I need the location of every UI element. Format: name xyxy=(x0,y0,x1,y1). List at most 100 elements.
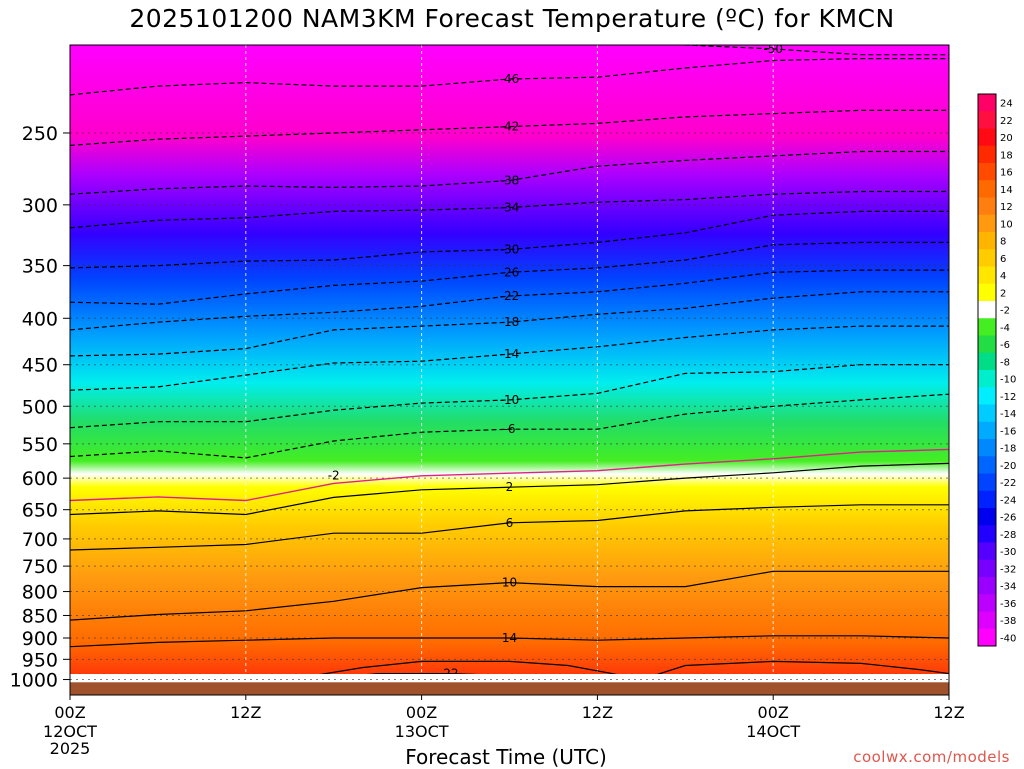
y-tick-label-950: 950 xyxy=(22,649,58,671)
contour-label-14: 14 xyxy=(502,631,517,645)
colorbar-label--24: -24 xyxy=(1000,495,1016,506)
colorbar-swatch--34 xyxy=(978,577,996,595)
y-axis: 2503003504004505005506006507007508008509… xyxy=(10,123,70,692)
y-tick-label-250: 250 xyxy=(22,123,58,145)
colorbar-frame xyxy=(977,93,997,647)
contour-label--38: -38 xyxy=(500,173,520,187)
colorbar-swatch--20 xyxy=(978,456,996,474)
colorbar-label--30: -30 xyxy=(1000,547,1016,558)
y-tick-label-650: 650 xyxy=(22,500,58,522)
colorbar-legend: 24 22 20 18 16 14 12 10 8 6 4 2 -2 -4 -6 -8 -10 -12 -14 -16… xyxy=(977,93,1016,647)
contour-label-6: 6 xyxy=(506,516,514,530)
isotherm--42 xyxy=(70,109,949,146)
colorbar-swatch-12 xyxy=(978,197,996,216)
y-tick-label-900: 900 xyxy=(22,628,58,650)
y-tick-label-1000: 1000 xyxy=(10,670,58,692)
colorbar-label--14: -14 xyxy=(1000,409,1016,420)
y-tick-label-450: 450 xyxy=(22,355,58,377)
isotherm-6 xyxy=(70,504,949,551)
colorbar-label-8: 8 xyxy=(1000,237,1006,248)
colorbar-swatch-4 xyxy=(978,266,996,285)
colorbar-label-4: 4 xyxy=(1000,271,1006,282)
isotherm--38 xyxy=(70,150,949,195)
colorbar-swatch-16 xyxy=(978,163,996,181)
isotherm-2 xyxy=(70,462,949,516)
x-tick-sublabel-0-0: 12OCT xyxy=(43,722,97,741)
x-tick-sublabel-0-1: 2025 xyxy=(50,739,91,758)
y-tick-label-850: 850 xyxy=(22,605,58,627)
colorbar-label-18: 18 xyxy=(1000,150,1013,161)
contour-label--6: -6 xyxy=(504,422,516,436)
y-tick-label-750: 750 xyxy=(22,556,58,578)
isotherm-contours: -50 -46 -42 -38 -34 -30 -26 -22 -18 -14 -10 -6 2 6 10 1… xyxy=(70,42,949,687)
colorbar-swatch--8 xyxy=(978,352,996,371)
grid-lines xyxy=(70,45,949,695)
colorbar-swatch--10 xyxy=(978,370,996,388)
y-tick-label-800: 800 xyxy=(22,582,58,604)
isotherm--26 xyxy=(70,241,949,305)
y-tick-label-300: 300 xyxy=(22,195,58,217)
surface-ground xyxy=(70,682,949,695)
contour-label--46: -46 xyxy=(500,72,520,86)
credit-link[interactable]: coolwx.com/models xyxy=(853,748,1010,766)
colorbar-swatch--30 xyxy=(978,542,996,561)
isotherm--50 xyxy=(672,45,949,56)
colorbar-swatch--18 xyxy=(978,439,996,457)
colorbar-label-10: 10 xyxy=(1000,219,1013,230)
colorbar-label--34: -34 xyxy=(1000,582,1016,593)
colorbar-swatch--22 xyxy=(978,473,996,492)
contour-label--14: -14 xyxy=(500,347,520,361)
y-tick-label-350: 350 xyxy=(22,256,58,278)
colorbar-label-14: 14 xyxy=(1000,185,1013,196)
y-tick-label-400: 400 xyxy=(22,308,58,330)
contour-label-10: 10 xyxy=(502,576,517,590)
isotherm-18 xyxy=(319,660,949,674)
x-tick-label-2: 00Z xyxy=(406,703,437,722)
freezing-line xyxy=(70,448,949,502)
colorbar-swatch--16 xyxy=(978,421,996,440)
contour-label-2: 2 xyxy=(506,480,514,494)
contour-label--30: -30 xyxy=(500,243,520,257)
contour-label--34: -34 xyxy=(500,200,520,214)
colorbar-label-16: 16 xyxy=(1000,168,1013,179)
y-tick-label-600: 600 xyxy=(22,468,58,490)
colorbar-swatch-20 xyxy=(978,128,996,147)
colorbar-swatch-2 xyxy=(978,283,996,302)
contour-label--50: -50 xyxy=(763,42,783,56)
colorbar-label--10: -10 xyxy=(1000,375,1016,386)
colorbar-swatch--28 xyxy=(978,525,996,543)
x-tick-label-5: 12Z xyxy=(933,703,964,722)
temperature-shading xyxy=(70,45,949,674)
colorbar-label--6: -6 xyxy=(1000,340,1010,351)
x-tick-label-4: 00Z xyxy=(758,703,789,722)
colorbar-label--38: -38 xyxy=(1000,616,1016,627)
colorbar-label-22: 22 xyxy=(1000,116,1013,127)
colorbar-label-6: 6 xyxy=(1000,254,1006,265)
contour-label-18: 18 xyxy=(634,673,649,687)
colorbar-label--26: -26 xyxy=(1000,513,1016,524)
contour-label--18: -18 xyxy=(500,315,520,329)
colorbar-swatch-24 xyxy=(978,94,996,112)
plot-frame xyxy=(69,44,950,696)
colorbar-swatch-10 xyxy=(978,214,996,233)
isotherm--14 xyxy=(70,325,949,391)
x-tick-label-1: 12Z xyxy=(230,703,261,722)
isotherm--34 xyxy=(70,190,949,229)
colorbar-swatch-14 xyxy=(978,180,996,198)
colorbar-swatch--40 xyxy=(978,628,996,647)
isotherm--22 xyxy=(70,269,949,331)
y-tick-label-550: 550 xyxy=(22,434,58,456)
colorbar-label--22: -22 xyxy=(1000,478,1016,489)
colorbar-label--20: -20 xyxy=(1000,461,1016,472)
colorbar-label-24: 24 xyxy=(1000,99,1013,110)
colorbar-label-20: 20 xyxy=(1000,133,1013,144)
colorbar-swatch--36 xyxy=(978,594,996,612)
isotherm--46 xyxy=(70,58,949,96)
colorbar-swatch-18 xyxy=(978,145,996,164)
x-tick-sublabel-4-0: 14OCT xyxy=(746,722,800,741)
isotherm--10 xyxy=(70,364,949,429)
colorbar-swatch--14 xyxy=(978,404,996,423)
colorbar-label--36: -36 xyxy=(1000,599,1016,610)
contour-label--42: -42 xyxy=(500,120,520,134)
